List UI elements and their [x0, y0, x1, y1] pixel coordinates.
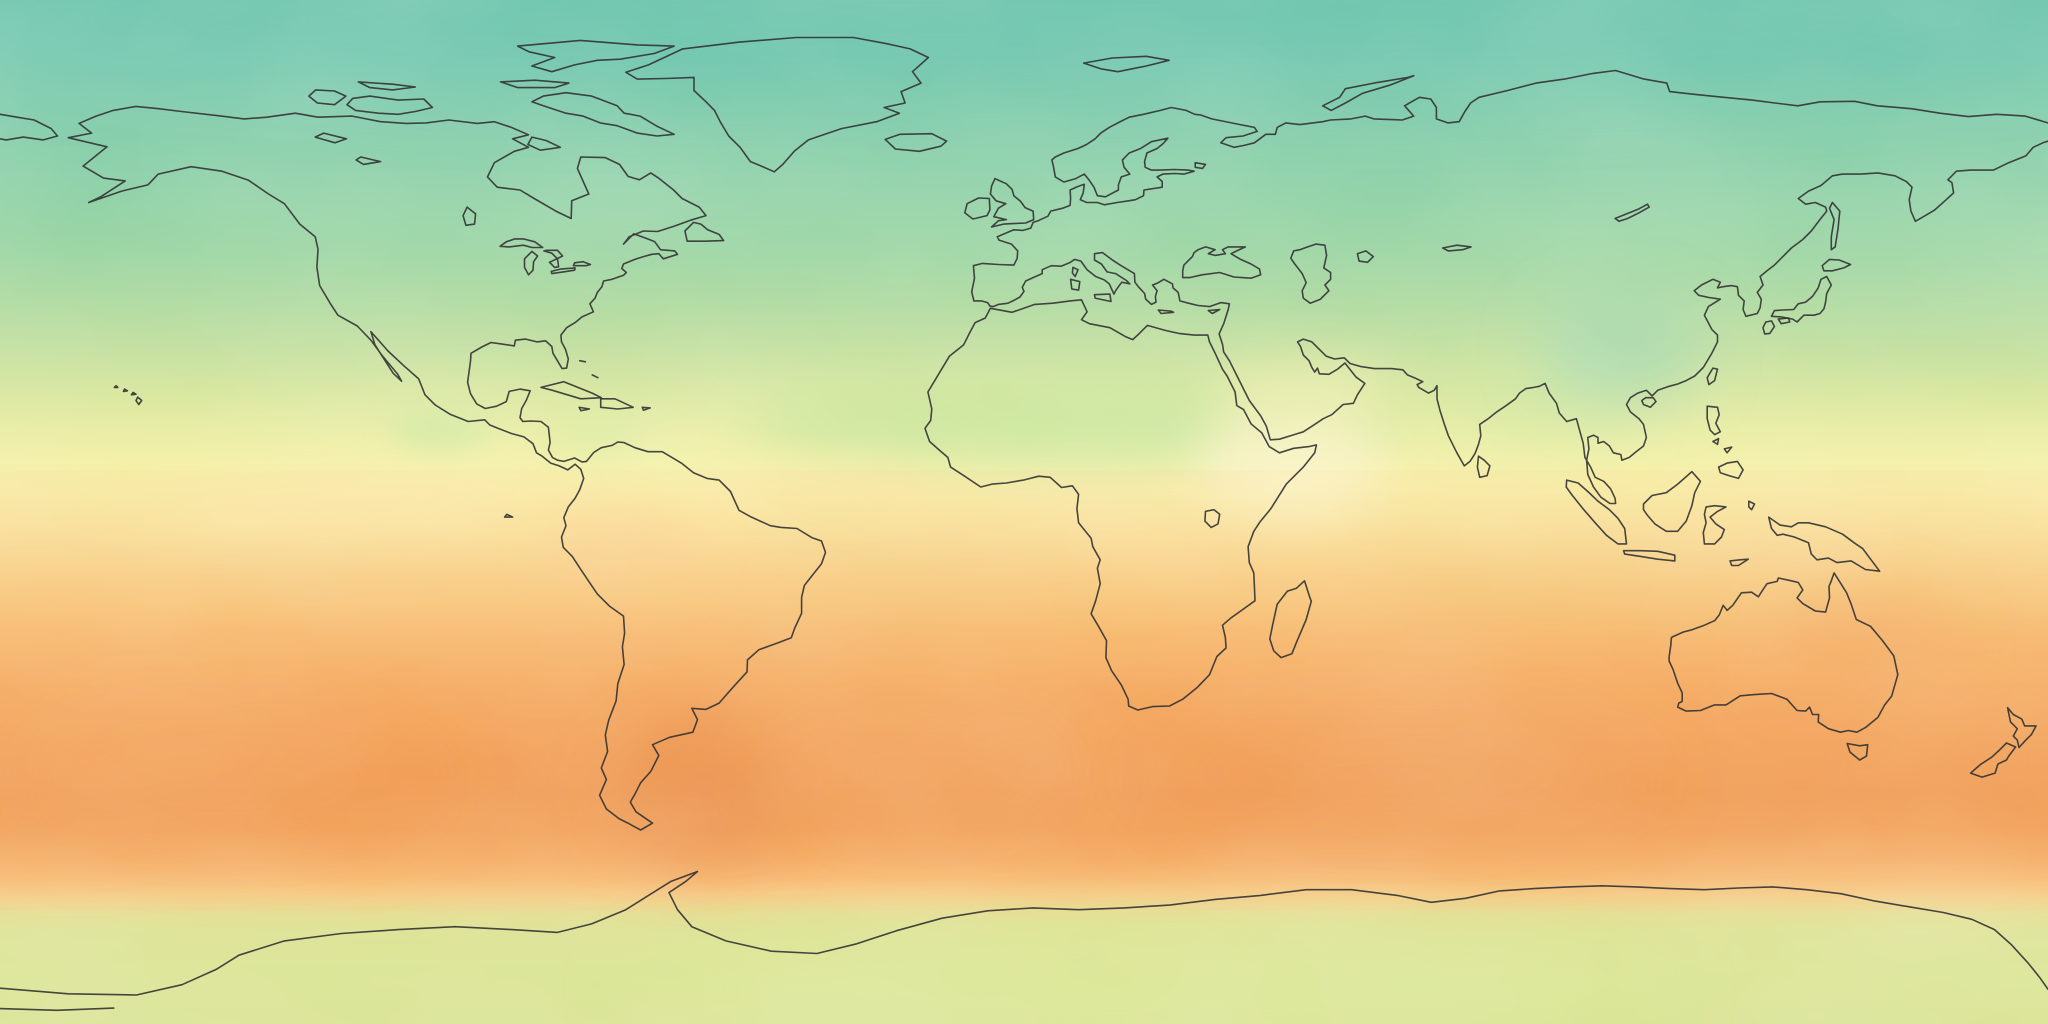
lake-winnipeg-outline [462, 206, 477, 227]
crete-outline [1157, 309, 1175, 315]
novaya-zemlya-outline [1321, 74, 1415, 112]
lake-michigan-outline [523, 250, 539, 276]
great-bear-lake-outline [314, 132, 348, 144]
black-sea-outline [1181, 246, 1262, 279]
caspian-sea-outline [1290, 243, 1332, 304]
australia-outline [1668, 572, 1899, 733]
sulawesi-outline [1702, 504, 1727, 545]
timor-outline [1729, 558, 1749, 567]
puerto-rico-outline [641, 406, 651, 411]
noise-texture-warm [0, 470, 2048, 910]
taiwan-outline [1706, 367, 1719, 386]
lake-baikal-outline [1614, 203, 1650, 223]
svalbard-outline [1082, 55, 1170, 73]
great-slave-lake-outline [355, 156, 382, 166]
africa-outline [924, 299, 1318, 711]
madagascar-outline [1269, 580, 1313, 659]
java-outline [1622, 549, 1676, 562]
galapagos-outline [503, 513, 514, 518]
tasmania-outline [1846, 742, 1869, 761]
lake-huron-outline [543, 249, 564, 269]
southampton-island-outline [527, 136, 562, 151]
chukotka-west-edge-outline [0, 113, 59, 141]
hawaii-maui-outline [130, 391, 137, 396]
lake-ontario-outline [572, 260, 592, 267]
jamaica-outline [578, 406, 591, 412]
cuba-outline [540, 380, 603, 400]
ellesmere-island-outline [516, 39, 675, 73]
mindoro-outline [1712, 437, 1720, 446]
hawaii-kauai-outline [113, 384, 119, 389]
aral-sea-outline [1356, 250, 1375, 264]
baffin-island-outline [531, 91, 675, 137]
hispaniola-outline [599, 398, 634, 410]
bahamas-north-outline [578, 359, 587, 363]
borneo-outline [1642, 470, 1702, 533]
coastlines [0, 36, 2048, 1012]
new-guinea-outline [1767, 516, 1881, 572]
shikoku-outline [1777, 317, 1791, 325]
sakhalin-outline [1828, 201, 1841, 251]
melville-island-outline [357, 81, 417, 91]
kyushu-outline [1762, 320, 1776, 335]
honshu-outline [1770, 275, 1833, 323]
sicily-outline [1093, 293, 1112, 303]
cyprus-outline [1207, 308, 1221, 315]
sardinia-outline [1069, 278, 1081, 291]
new-zealand-north-outline [2006, 706, 2037, 749]
hainan-outline [1641, 396, 1657, 409]
lake-victoria-outline [1204, 508, 1221, 529]
devon-island-outline [499, 79, 570, 89]
iceland-outline [884, 132, 948, 153]
antarctica-coast-outline [0, 870, 2048, 996]
hokkaido-outline [1821, 258, 1852, 272]
greenland-outline [625, 36, 930, 173]
luzon-outline [1706, 405, 1722, 436]
great-britain-outline [989, 177, 1035, 228]
sri-lanka-outline [1476, 455, 1491, 479]
halmahera-outline [1748, 500, 1756, 511]
sumatra-outline [1565, 479, 1628, 545]
hawaii-big-island-outline [135, 396, 143, 406]
ross-shelf-line-outline [0, 1007, 115, 1012]
newfoundland-outline [684, 221, 725, 242]
bahamas-south-outline [591, 374, 599, 379]
eurasia-outline [970, 69, 2048, 505]
americas-outline [67, 105, 827, 831]
lake-balkhash-outline [1441, 244, 1472, 252]
visayas-outline [1723, 446, 1733, 454]
hawaii-oahu-outline [122, 388, 129, 393]
lake-superior-outline [499, 238, 544, 249]
lake-ladoga-outline [1194, 161, 1207, 170]
corsica-outline [1071, 266, 1079, 278]
mindanao-outline [1717, 460, 1744, 480]
ireland-outline [964, 197, 991, 220]
victoria-island-outline [346, 95, 434, 116]
banks-island-outline [308, 89, 347, 106]
new-zealand-south-outline [1969, 742, 2017, 778]
lake-erie-outline [550, 267, 576, 275]
